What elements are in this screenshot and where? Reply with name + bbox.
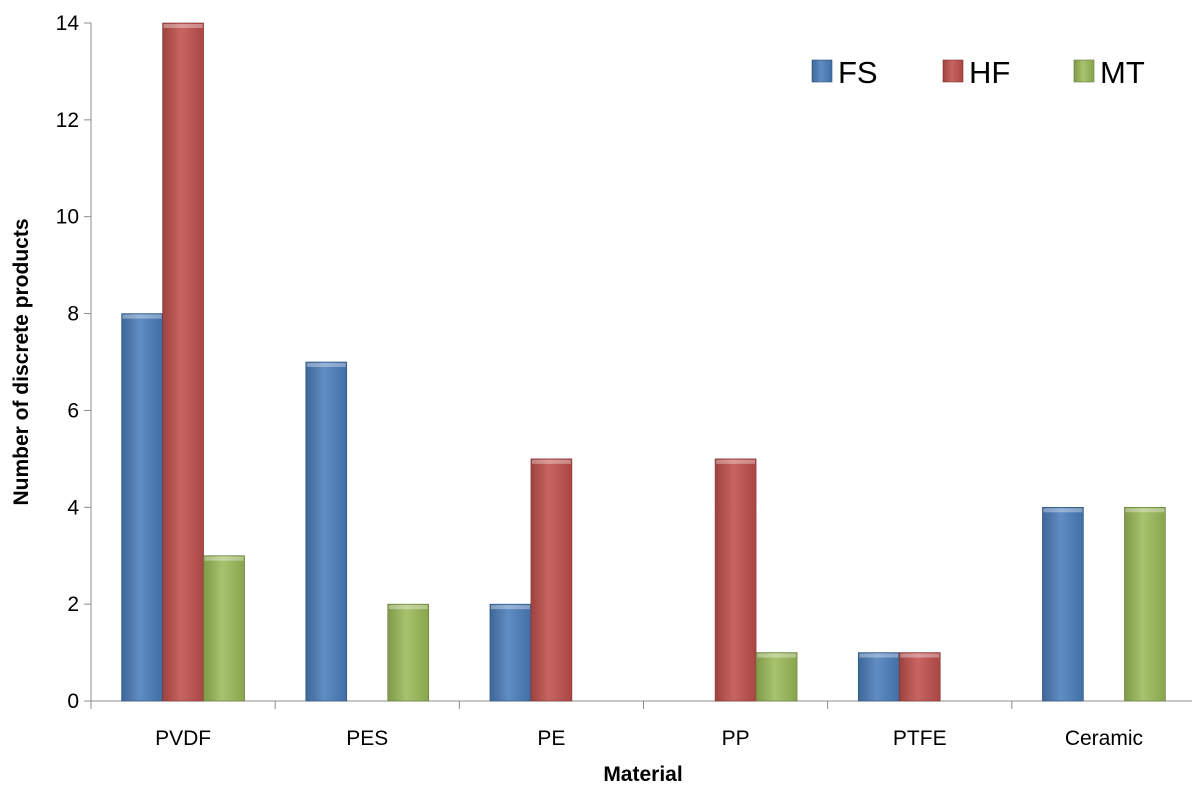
bars [121, 22, 1166, 702]
bar-highlight [1043, 508, 1083, 513]
bar-highlight [900, 653, 940, 658]
bar-fs-ceramic [1042, 506, 1084, 702]
bar-highlight [204, 556, 244, 561]
y-tick-label: 2 [67, 593, 79, 616]
x-tick-label-pvdf: PVDF [155, 727, 211, 750]
bar-fs-pes [305, 361, 348, 702]
bar-mt-ceramic [1124, 506, 1166, 702]
y-tick-label: 8 [67, 303, 79, 326]
bar-highlight [859, 653, 899, 658]
y-tick-label: 10 [56, 206, 79, 229]
bar-highlight [306, 363, 346, 367]
y-tick-label: 4 [67, 496, 79, 519]
y-axis-title: Number of discrete products [10, 218, 33, 505]
bar-highlight [490, 605, 530, 610]
legend-swatch-fs [811, 59, 833, 83]
x-axis: PVDF PES PE PP PTFE Ceramic [90, 700, 1192, 750]
legend-label-mt: MT [1100, 55, 1145, 90]
bar-highlight [163, 24, 203, 28]
bar-hf-pe [530, 458, 573, 702]
x-axis-title: Material [603, 763, 682, 785]
bar-highlight [716, 459, 756, 464]
bar-hf-ptfe [898, 652, 941, 702]
x-tick-label-pp: PP [722, 727, 750, 750]
x-tick-label-pes: PES [346, 727, 388, 750]
bar-fs-pe [489, 603, 532, 702]
y-tick-label: 6 [67, 399, 79, 422]
y-tick-label: 14 [56, 12, 80, 35]
bar-mt-pvdf [203, 555, 245, 702]
y-axis: 0 2 4 6 8 10 12 14 [56, 12, 92, 713]
bar-hf-pp [714, 458, 757, 702]
bar-fs-pvdf [121, 313, 163, 702]
bar-mt-pp [755, 652, 798, 702]
legend-swatch-hf [942, 59, 964, 83]
x-tick-label-ptfe: PTFE [893, 727, 947, 750]
bar-highlight [531, 459, 571, 464]
legend-label-fs: FS [838, 55, 878, 90]
y-tick-label: 0 [67, 690, 79, 713]
legend: FS HF MT [811, 55, 1145, 90]
y-tick-label: 12 [56, 109, 79, 132]
bar-highlight [122, 314, 162, 319]
x-tick-label-pe: PE [537, 727, 565, 750]
bar-fs-ptfe [857, 652, 900, 702]
bar-highlight [388, 605, 428, 610]
legend-swatch-mt [1073, 59, 1095, 83]
bar-mt-pes [387, 603, 430, 702]
legend-label-hf: HF [969, 55, 1010, 90]
bar-highlight [1125, 508, 1165, 513]
bar-hf-pvdf [162, 22, 204, 702]
bar-highlight [757, 653, 797, 658]
x-tick-label-ceramic: Ceramic [1065, 727, 1143, 750]
